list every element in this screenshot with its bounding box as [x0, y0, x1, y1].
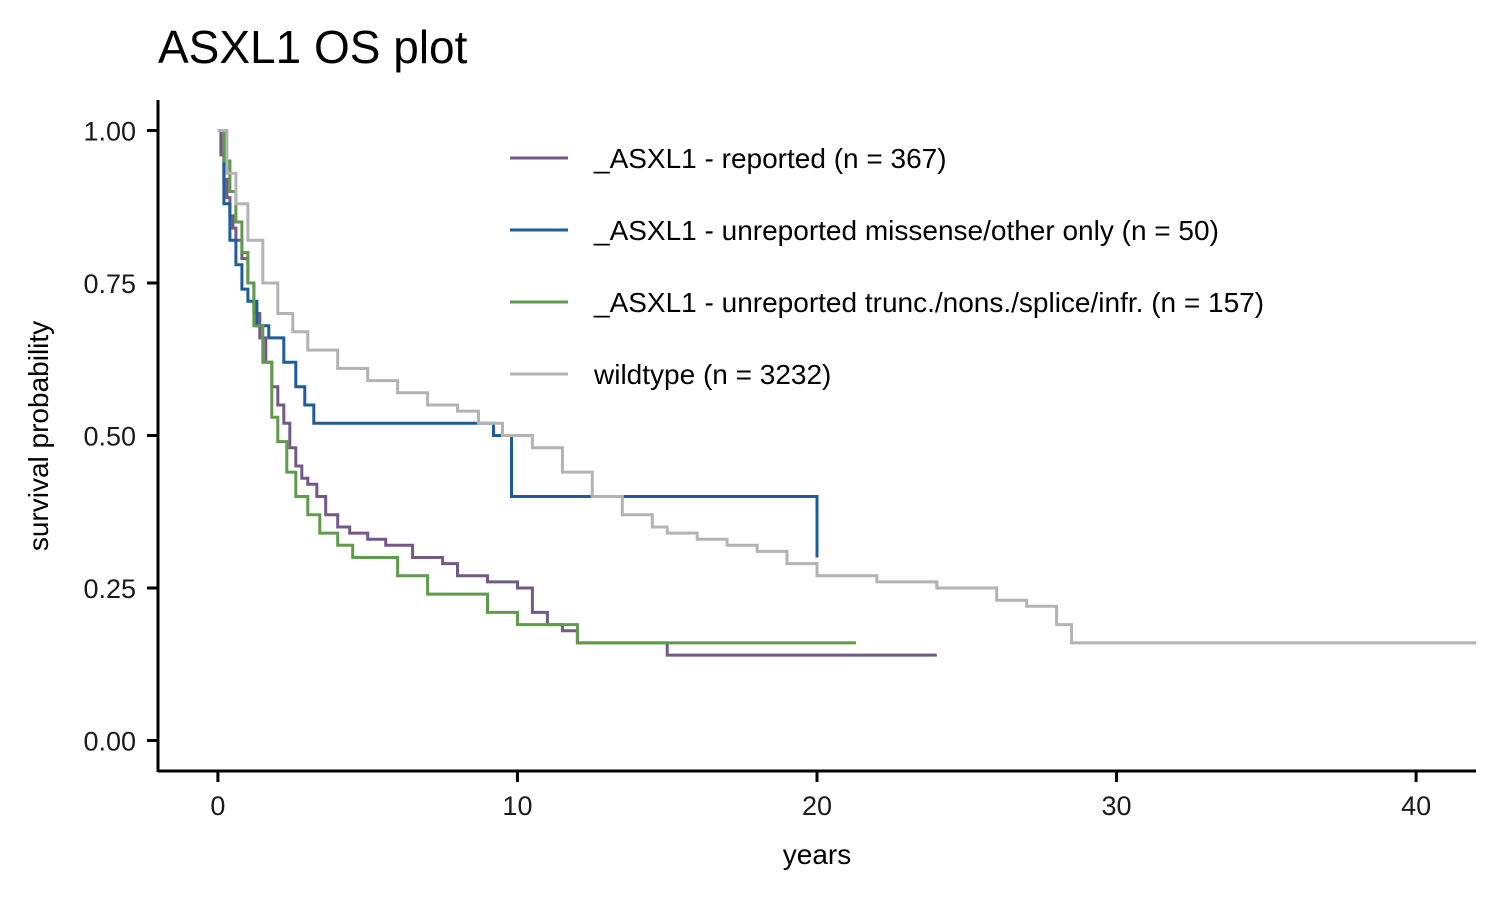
legend-label: _ASXL1 - unreported trunc./nons./splice/… [593, 287, 1264, 318]
x-tick-label: 30 [1102, 791, 1132, 821]
x-axis-ticks: 0 10 20 30 40 [210, 771, 1431, 821]
y-tick-label: 0.75 [83, 269, 136, 299]
legend-label: _ASXL1 - unreported missense/other only … [593, 215, 1219, 246]
y-tick-label: 0.00 [83, 727, 136, 757]
survival-curves [217, 129, 1476, 657]
x-axis-title: years [783, 839, 851, 870]
y-tick-label: 0.25 [83, 574, 136, 604]
survival-curve-4 [217, 129, 1476, 645]
x-tick-label: 0 [210, 791, 225, 821]
y-axis-title: survival probability [23, 321, 54, 551]
x-tick-label: 10 [502, 791, 532, 821]
survival-curve-1 [217, 129, 937, 657]
legend: _ASXL1 - reported (n = 367) _ASXL1 - unre… [510, 143, 1264, 390]
x-tick-label: 20 [802, 791, 832, 821]
y-tick-label: 0.50 [83, 422, 136, 452]
chart-title: ASXL1 OS plot [158, 21, 468, 73]
legend-label: wildtype (n = 3232) [593, 359, 831, 390]
x-tick-label: 40 [1401, 791, 1431, 821]
y-tick-label: 1.00 [83, 117, 136, 147]
legend-label: _ASXL1 - reported (n = 367) [593, 143, 947, 174]
survival-curve-2 [217, 129, 819, 558]
y-axis-ticks: 0.00 0.25 0.50 0.75 1.00 [83, 117, 158, 757]
survival-curve-3 [217, 129, 856, 645]
